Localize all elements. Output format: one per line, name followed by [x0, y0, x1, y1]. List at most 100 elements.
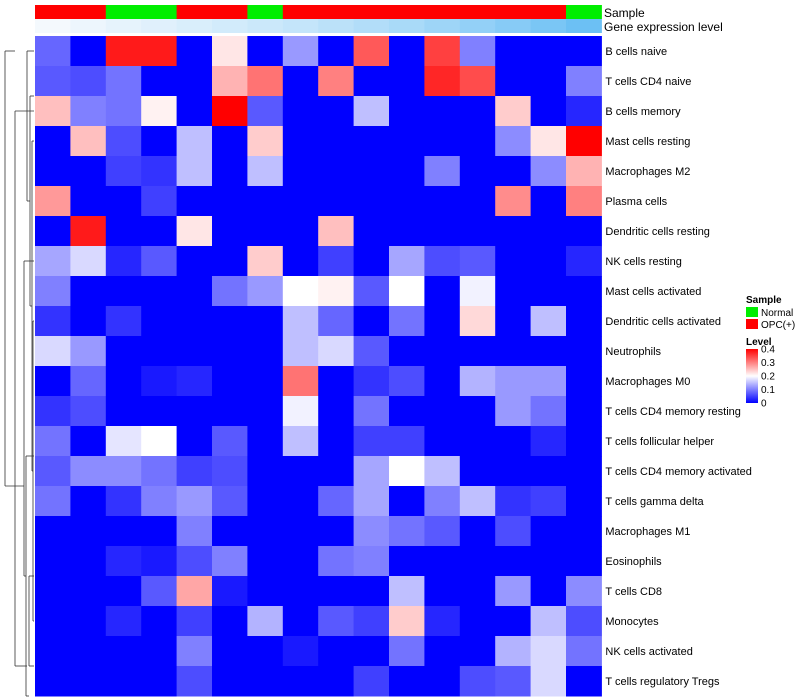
heatmap-cell [35, 36, 71, 67]
heatmap-cell [389, 336, 425, 367]
heatmap-cell [530, 366, 567, 397]
heatmap-cell [353, 66, 390, 97]
heatmap-cell [105, 486, 142, 517]
heatmap-cell [282, 366, 319, 397]
heatmap-cell [212, 276, 248, 307]
heatmap-cell [424, 576, 461, 607]
sample-annotation-cell [70, 5, 107, 19]
heatmap-cell [141, 606, 178, 637]
heatmap-cell [459, 606, 496, 637]
heatmap-cell [459, 426, 496, 457]
heatmap-cell [141, 366, 178, 397]
heatmap-cell [495, 606, 532, 637]
heatmap-cell [141, 486, 178, 517]
row-label: Dendritic cells resting [605, 226, 710, 238]
heatmap-cell [566, 66, 602, 97]
heatmap-cell [70, 336, 107, 367]
heatmap-cell [70, 666, 107, 697]
heatmap-cell [530, 516, 567, 547]
heatmap-cell [70, 306, 107, 337]
heatmap-cell [70, 96, 107, 127]
heatmap-cell [105, 246, 142, 277]
heatmap-cell [70, 516, 107, 547]
row-label: Macrophages M2 [605, 166, 690, 178]
heatmap-cell [176, 36, 213, 67]
heatmap-cell [318, 156, 355, 187]
heatmap-cell [566, 126, 602, 157]
heatmap-cell [459, 366, 496, 397]
row-label: T cells follicular helper [605, 436, 714, 448]
heatmap-cell [424, 486, 461, 517]
heatmap-cell [35, 666, 71, 697]
heatmap-cell [389, 516, 425, 547]
heatmap-cell [353, 276, 390, 307]
heatmap-cell [318, 546, 355, 577]
heatmap-cell [282, 336, 319, 367]
heatmap-cell [141, 66, 178, 97]
heatmap-cell [389, 66, 425, 97]
heatmap-cell [141, 546, 178, 577]
legend-entry-label: Normal [761, 308, 793, 319]
heatmap-cell [70, 126, 107, 157]
sample-annotation-cell [247, 5, 284, 19]
heatmap-cell [566, 156, 602, 187]
heatmap-cell [459, 156, 496, 187]
heatmap-cell [247, 486, 284, 517]
heatmap-cell [495, 306, 532, 337]
gene-expression-cell [424, 19, 461, 33]
legend-tick-label: 0.3 [761, 358, 775, 369]
heatmap-cell [35, 306, 71, 337]
heatmap-cell [212, 666, 248, 697]
heatmap-cell [495, 666, 532, 697]
row-label: NK cells activated [605, 646, 692, 658]
sample-annotation-cell [141, 5, 178, 19]
heatmap-cell [176, 636, 213, 667]
heatmap-cell [495, 36, 532, 67]
heatmap-cell [212, 156, 248, 187]
heatmap-cell [566, 216, 602, 247]
heatmap-cell [212, 96, 248, 127]
heatmap-cell [105, 96, 142, 127]
heatmap-cell [566, 456, 602, 487]
heatmap-cell [70, 486, 107, 517]
heatmap-cell [282, 486, 319, 517]
heatmap-cell [495, 636, 532, 667]
heatmap-cell [318, 66, 355, 97]
heatmap-cell [35, 606, 71, 637]
heatmap-cell [424, 96, 461, 127]
heatmap-cell [530, 396, 567, 427]
heatmap-cell [247, 126, 284, 157]
heatmap-cell [176, 96, 213, 127]
legend-tick-label: 0.1 [761, 385, 775, 396]
heatmap-cell [318, 306, 355, 337]
heatmap-cell [282, 126, 319, 157]
heatmap-cell [141, 126, 178, 157]
heatmap-cell [35, 396, 71, 427]
heatmap-cell [530, 486, 567, 517]
heatmap-cell [459, 336, 496, 367]
legend-swatch [746, 307, 758, 317]
heatmap-cell [459, 546, 496, 577]
heatmap-cell [424, 216, 461, 247]
heatmap-cell [318, 636, 355, 667]
heatmap-cell [424, 336, 461, 367]
heatmap-cell [424, 456, 461, 487]
heatmap-cell [105, 336, 142, 367]
heatmap-cell [459, 636, 496, 667]
heatmap-cell [495, 156, 532, 187]
heatmap-cell [141, 576, 178, 607]
heatmap-cell [70, 426, 107, 457]
heatmap-cell [566, 666, 602, 697]
heatmap-cell [530, 96, 567, 127]
heatmap-cell [212, 606, 248, 637]
heatmap-cell [35, 276, 71, 307]
heatmap-cell [247, 546, 284, 577]
row-label: Monocytes [605, 616, 659, 628]
heatmap-cell [318, 36, 355, 67]
heatmap-cell [459, 486, 496, 517]
legend-tick-label: 0.2 [761, 372, 775, 383]
heatmap-cell [530, 156, 567, 187]
heatmap-cell [318, 396, 355, 427]
heatmap-cell [530, 336, 567, 367]
heatmap-cell [459, 126, 496, 157]
